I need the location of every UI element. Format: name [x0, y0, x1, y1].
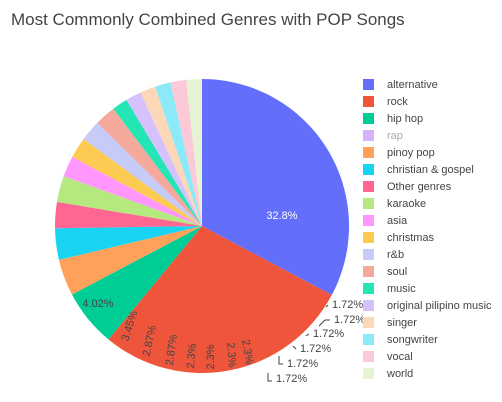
chart-title: Most Commonly Combined Genres with POP S… — [11, 10, 405, 29]
pie-slice-asia[interactable] — [63, 156, 202, 226]
legend-swatch — [363, 368, 374, 379]
legend-label: original pilipino music — [387, 299, 492, 312]
pie-slice-original-pilipino-music[interactable] — [126, 92, 202, 226]
pie-slice-randb[interactable] — [83, 122, 202, 226]
legend-swatch — [363, 181, 374, 192]
legend-swatch — [363, 113, 374, 124]
slice-label-randb: 2.3% — [224, 342, 238, 368]
slice-label-pinoy-pop: 4.02% — [82, 298, 113, 310]
legend-label: music — [387, 282, 416, 295]
legend-label: r&b — [387, 248, 405, 261]
legend-swatch — [363, 334, 374, 345]
pie-slice-music[interactable] — [113, 99, 202, 226]
legend-label: singer — [387, 316, 417, 329]
pie-slice-other-genres[interactable] — [55, 201, 203, 229]
legend-swatch — [363, 283, 374, 294]
legend-item-soul[interactable]: soul — [363, 263, 407, 280]
pie-slice-christmas[interactable] — [72, 138, 202, 226]
legend-label: christian & gospel — [387, 163, 474, 176]
legend-label: karaoke — [387, 197, 427, 210]
slice-leader-line-music — [267, 373, 272, 382]
pie-slice-singer[interactable] — [140, 86, 202, 227]
legend-item-pinoy-pop[interactable]: pinoy pop — [363, 144, 435, 161]
slice-label-soul: 2.3% — [239, 339, 255, 366]
legend-item-other-genres[interactable]: Other genres — [363, 178, 451, 195]
legend-swatch — [363, 232, 374, 243]
pie-slice-christian-and-gospel[interactable] — [55, 226, 202, 260]
slice-label-christmas: 2.3% — [205, 344, 217, 369]
legend-swatch — [363, 266, 374, 277]
slice-label-original-pilipino-music: 1.72% — [287, 358, 318, 370]
legend-swatch — [363, 300, 374, 311]
legend-label: christmas — [387, 231, 435, 244]
slice-label-songwriter: 1.72% — [313, 328, 344, 340]
legend-swatch — [363, 249, 374, 260]
pie-slice-songwriter[interactable] — [155, 82, 202, 226]
pie-slice-alternative[interactable] — [202, 79, 350, 296]
legend-label: world — [387, 367, 414, 380]
pie-slice-soul[interactable] — [97, 108, 202, 226]
slice-leader-line-original-pilipino-music — [278, 356, 283, 365]
legend-item-vocal[interactable]: vocal — [363, 348, 413, 365]
legend-label: Other genres — [387, 180, 452, 193]
legend-item-karaoke[interactable]: karaoke — [363, 195, 426, 212]
legend-swatch — [363, 147, 374, 158]
legend-swatch — [363, 79, 374, 90]
legend-item-randb[interactable]: r&b — [363, 246, 404, 263]
slice-leader-line-songwriter — [305, 333, 310, 337]
pie-slice-world[interactable] — [186, 79, 202, 226]
legend-item-music[interactable]: music — [363, 280, 416, 297]
legend-item-hip-hop[interactable]: hip hop — [363, 110, 423, 127]
pie-slice-hip-hop[interactable] — [71, 226, 203, 340]
slice-label-world: 1.72% — [332, 299, 363, 311]
pie-slice-karaoke[interactable] — [56, 176, 202, 226]
legend-item-rock[interactable]: rock — [363, 93, 408, 110]
legend-swatch — [363, 351, 374, 362]
legend-label: alternative — [387, 78, 438, 91]
legend-item-alternative[interactable]: alternative — [363, 76, 438, 93]
legend-swatch — [363, 96, 374, 107]
legend-swatch — [363, 164, 374, 175]
legend-item-rap[interactable]: rap — [363, 127, 403, 144]
legend-label: rock — [387, 95, 408, 108]
slice-leader-line-vocal — [318, 319, 330, 327]
legend-label: asia — [387, 214, 408, 227]
legend-item-christian-and-gospel[interactable]: christian & gospel — [363, 161, 474, 178]
legend-swatch — [363, 130, 374, 141]
legend-label: hip hop — [387, 112, 424, 125]
slice-label-karaoke: 2.87% — [164, 333, 180, 366]
legend-item-songwriter[interactable]: songwriter — [363, 331, 438, 348]
legend-item-world[interactable]: world — [363, 365, 413, 382]
legend-item-christmas[interactable]: christmas — [363, 229, 434, 246]
legend-label: pinoy pop — [387, 146, 435, 159]
slice-label-singer: 1.72% — [300, 343, 331, 355]
slice-label-music: 1.72% — [276, 373, 307, 385]
slice-label-asia: 2.3% — [185, 343, 199, 369]
legend-swatch — [363, 198, 374, 209]
legend-item-asia[interactable]: asia — [363, 212, 407, 229]
legend-swatch — [363, 317, 374, 328]
legend-label: soul — [387, 265, 408, 278]
pie-slice-vocal[interactable] — [170, 79, 202, 226]
slice-leader-line-world — [325, 304, 329, 308]
legend-label: rap — [387, 129, 403, 142]
slice-leader-line-singer — [292, 345, 297, 350]
legend-swatch — [363, 215, 374, 226]
legend-item-singer[interactable]: singer — [363, 314, 417, 331]
pie-slice-pinoy-pop[interactable] — [58, 226, 203, 295]
legend-label: vocal — [387, 350, 413, 363]
legend-label: songwriter — [387, 333, 438, 346]
pie-slice-rock[interactable] — [108, 226, 332, 373]
slice-label-alternative: 32.8% — [266, 210, 297, 222]
legend-item-original-pilipino-music[interactable]: original pilipino music — [363, 297, 492, 314]
slice-label-vocal: 1.72% — [334, 314, 365, 326]
